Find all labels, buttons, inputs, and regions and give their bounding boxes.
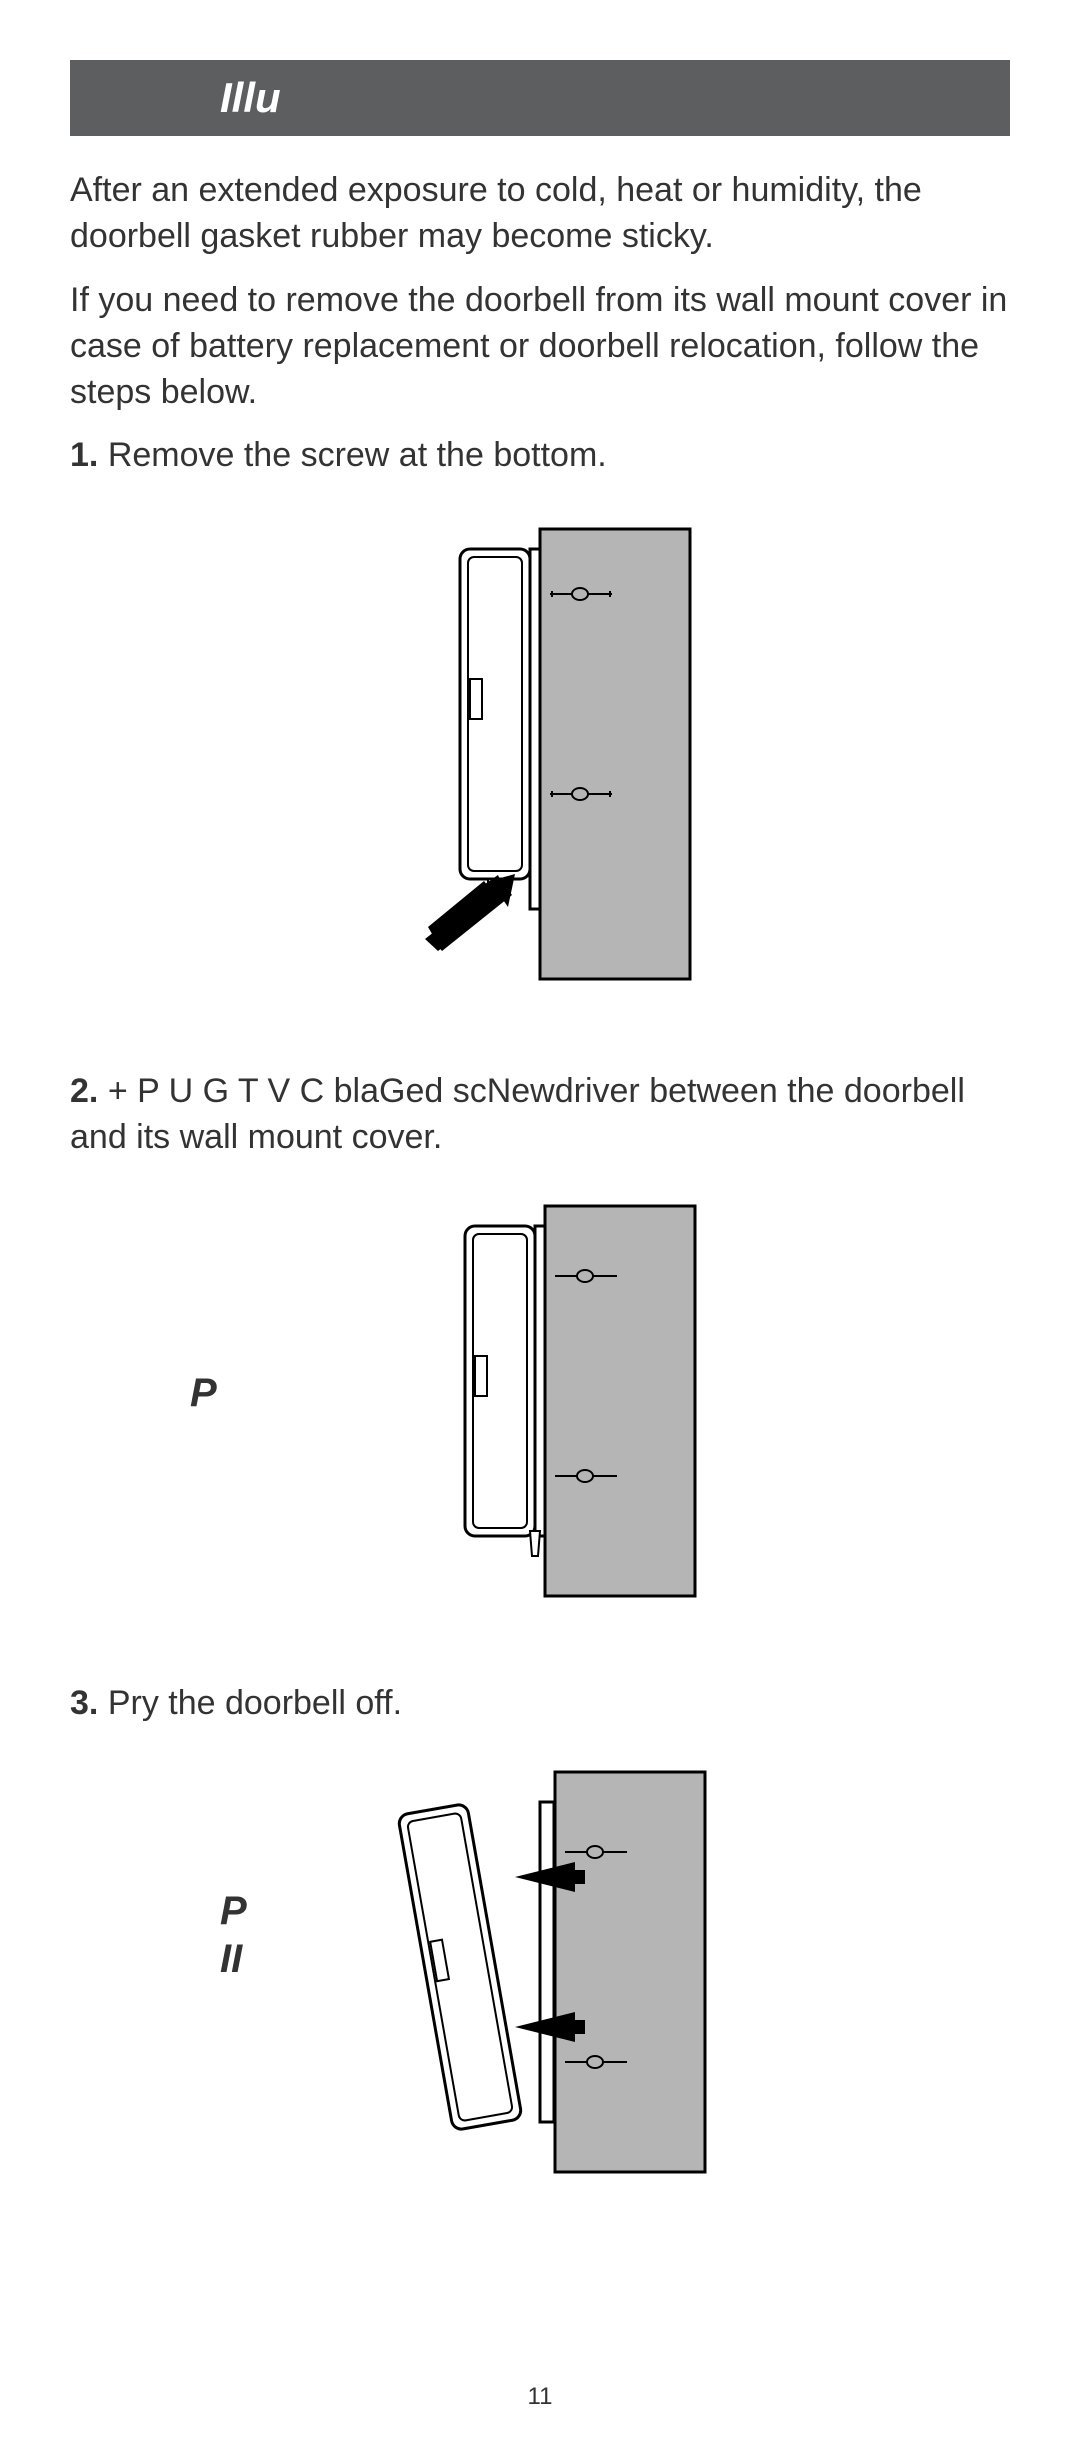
illustration-1 xyxy=(70,519,1010,989)
step-3-text: Pry the doorbell off. xyxy=(108,1684,402,1722)
page-number: 11 xyxy=(0,2383,1080,2411)
illustration-3-annotation-line2: II xyxy=(220,1935,247,1983)
illustration-3: P II xyxy=(70,1767,1010,2177)
illustration-2-svg xyxy=(380,1201,700,1601)
step-3: 3. Pry the doorbell off. xyxy=(70,1681,1010,1727)
illustration-1-svg xyxy=(380,519,700,989)
step-2-number: 2. xyxy=(70,1072,98,1110)
step-3-number: 3. xyxy=(70,1684,98,1722)
step-1-text: Remove the screw at the bottom. xyxy=(108,436,607,474)
illustration-2: P xyxy=(70,1201,1010,1601)
step-1: 1. Remove the screw at the bottom. xyxy=(70,433,1010,479)
intro-paragraph-2: If you need to remove the doorbell from … xyxy=(70,278,1010,416)
intro-paragraph-1: After an extended exposure to cold, heat… xyxy=(70,168,1010,260)
illustration-2-annotation: P xyxy=(190,1371,217,1416)
step-2: 2. + P U G T V C blaGed scNewdriver betw… xyxy=(70,1069,1010,1161)
section-header-text: Illu xyxy=(220,74,281,121)
illustration-3-svg xyxy=(370,1767,710,2177)
step-2-text: + P U G T V C blaGed scNewdriver between… xyxy=(70,1072,965,1156)
illustration-3-annotation-line1: P xyxy=(220,1887,247,1935)
section-header: Illu xyxy=(70,60,1010,136)
step-1-number: 1. xyxy=(70,436,98,474)
illustration-3-annotation: P II xyxy=(220,1887,247,1983)
